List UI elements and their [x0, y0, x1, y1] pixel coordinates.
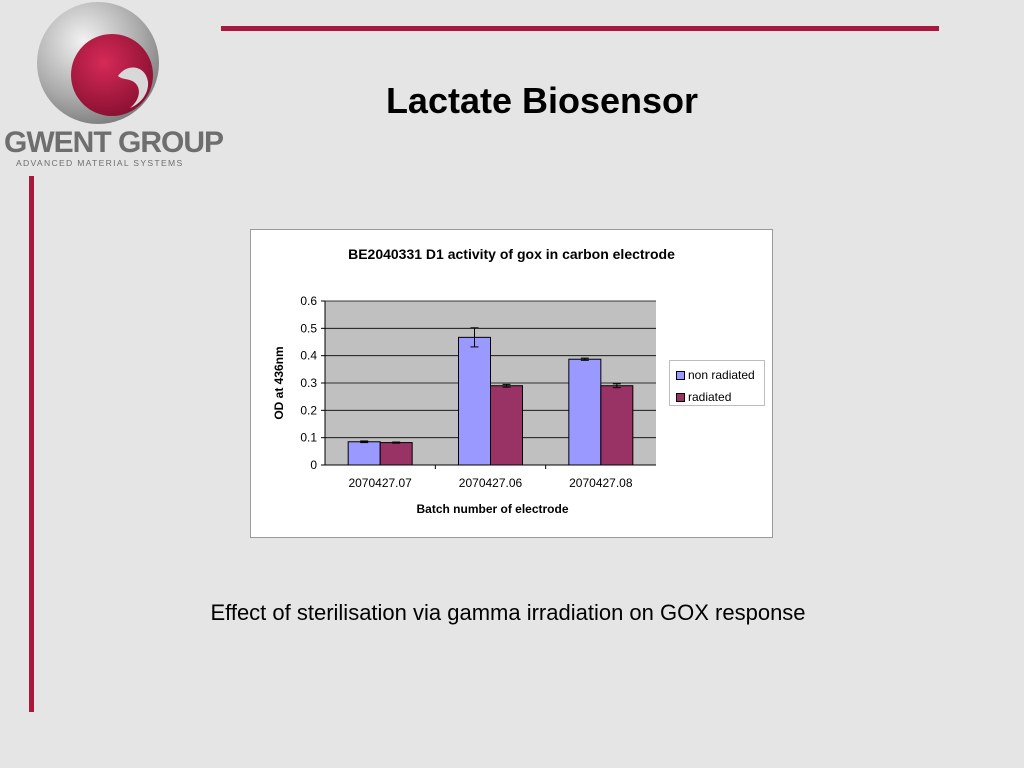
- bar-non-radiated-2070427-07: [347, 441, 381, 466]
- y-axis-label: OD at 436nm: [272, 346, 286, 419]
- legend-item-radiated: radiated: [676, 386, 764, 408]
- x-tick-label: 2070427.06: [459, 476, 523, 490]
- y-tick-label: 0.3: [300, 376, 317, 390]
- company-logo: GWENT GROUP ADVANCED MATERIAL SYSTEMS: [0, 0, 224, 175]
- bar-radiated-2070427-07: [379, 442, 413, 466]
- x-axis-label: Batch number of electrode: [416, 502, 568, 516]
- slide-caption: Effect of sterilisation via gamma irradi…: [210, 600, 806, 625]
- legend-swatch-radiated: [676, 392, 685, 402]
- y-tick-label: 0.5: [300, 321, 317, 335]
- logo-emblem-icon: [37, 2, 159, 124]
- bar-radiated-2070427-08: [600, 385, 634, 466]
- chart-title: BE2040331 D1 activity of gox in carbon e…: [348, 246, 675, 262]
- y-tick-label: 0.4: [300, 349, 317, 363]
- y-tick-label: 0.2: [300, 403, 317, 417]
- x-tick-label: 2070427.07: [348, 476, 412, 490]
- chart-container: BE2040331 D1 activity of gox in carbon e…: [250, 229, 773, 538]
- bar-non-radiated-2070427-08: [568, 358, 602, 466]
- top-accent-line: [221, 26, 939, 31]
- y-tick-label: 0: [310, 458, 317, 472]
- bar-chart: 0 0.1 0.2 0.3 0.4 0.5 0.6 2070427.07 2070427.06 2…: [272, 294, 656, 516]
- logo-tagline: ADVANCED MATERIAL SYSTEMS: [16, 158, 184, 168]
- chart-legend: non radiated radiated: [669, 360, 765, 406]
- y-tick-label: 0.1: [300, 431, 317, 445]
- legend-label-non-radiated: non radiated: [688, 368, 755, 382]
- bar-radiated-2070427-06: [490, 385, 523, 466]
- slide-title: Lactate Biosensor: [385, 80, 699, 121]
- legend-item-non-radiated: non radiated: [676, 364, 764, 386]
- legend-label-radiated: radiated: [688, 390, 732, 404]
- logo-wordmark: GWENT GROUP: [4, 126, 224, 159]
- x-tick-label: 2070427.08: [569, 476, 633, 490]
- y-tick-label: 0.6: [300, 294, 317, 308]
- left-accent-line: [29, 176, 34, 712]
- legend-swatch-non-radiated: [676, 370, 685, 380]
- bar-non-radiated-2070427-06: [458, 336, 491, 466]
